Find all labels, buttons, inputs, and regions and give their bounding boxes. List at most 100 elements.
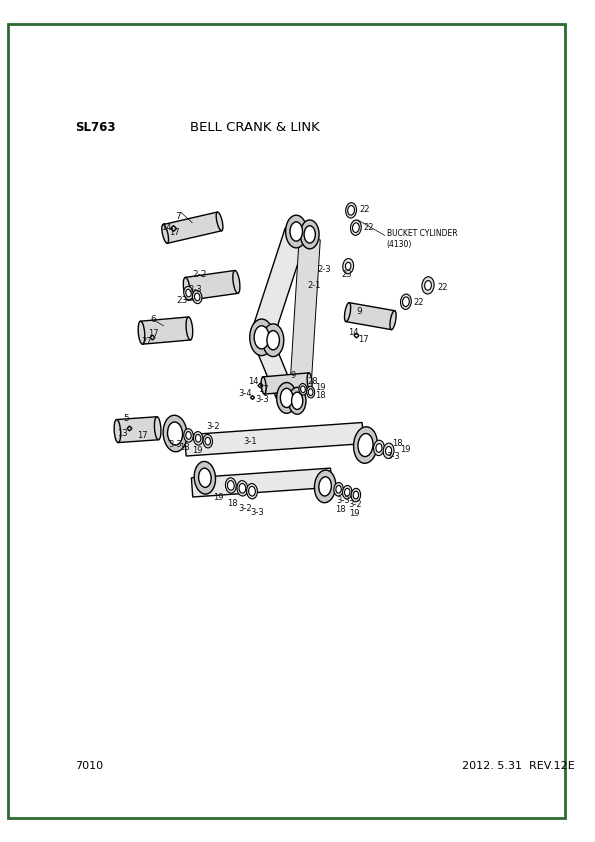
- Ellipse shape: [193, 432, 203, 445]
- Ellipse shape: [402, 297, 409, 306]
- Text: 2012. 5.31  REV.12E: 2012. 5.31 REV.12E: [462, 761, 574, 771]
- Text: 2-1: 2-1: [308, 281, 321, 290]
- Ellipse shape: [306, 386, 315, 398]
- Ellipse shape: [299, 383, 307, 395]
- Ellipse shape: [300, 386, 305, 392]
- Text: 17: 17: [258, 385, 268, 394]
- Ellipse shape: [205, 437, 211, 445]
- Ellipse shape: [203, 434, 212, 448]
- Ellipse shape: [425, 280, 431, 290]
- Ellipse shape: [280, 388, 293, 408]
- Ellipse shape: [353, 427, 377, 463]
- Text: 18: 18: [315, 392, 326, 401]
- Text: 22: 22: [364, 223, 374, 232]
- Polygon shape: [184, 423, 364, 456]
- Text: 17: 17: [148, 329, 159, 338]
- Text: 3-2: 3-2: [239, 504, 252, 513]
- Ellipse shape: [194, 461, 215, 494]
- Ellipse shape: [249, 487, 255, 496]
- Ellipse shape: [400, 294, 411, 309]
- Text: 22: 22: [360, 205, 370, 214]
- Polygon shape: [185, 270, 238, 301]
- Text: 9: 9: [290, 371, 296, 381]
- Ellipse shape: [183, 277, 190, 301]
- Ellipse shape: [383, 443, 394, 459]
- Text: 3-3: 3-3: [250, 508, 264, 517]
- Ellipse shape: [184, 286, 193, 300]
- Ellipse shape: [336, 486, 342, 493]
- Text: 19: 19: [192, 446, 203, 456]
- Polygon shape: [263, 373, 311, 394]
- Ellipse shape: [155, 417, 161, 440]
- Ellipse shape: [262, 324, 284, 356]
- Ellipse shape: [199, 468, 211, 488]
- Text: 23: 23: [342, 270, 352, 280]
- Ellipse shape: [239, 483, 246, 493]
- Text: 3-2: 3-2: [348, 500, 362, 509]
- Text: 3-3: 3-3: [168, 440, 182, 449]
- Polygon shape: [290, 238, 320, 394]
- Ellipse shape: [226, 477, 236, 493]
- Text: 17: 17: [137, 431, 148, 440]
- Ellipse shape: [343, 258, 353, 274]
- Ellipse shape: [376, 444, 382, 452]
- Polygon shape: [250, 228, 307, 341]
- Ellipse shape: [353, 491, 359, 499]
- Ellipse shape: [308, 389, 313, 396]
- Ellipse shape: [345, 302, 350, 322]
- Text: 3-1: 3-1: [243, 437, 257, 445]
- Ellipse shape: [261, 377, 266, 394]
- Ellipse shape: [290, 222, 302, 241]
- Ellipse shape: [237, 481, 248, 496]
- Ellipse shape: [246, 483, 258, 499]
- Text: 14: 14: [248, 377, 259, 386]
- Ellipse shape: [304, 226, 315, 243]
- Ellipse shape: [184, 429, 193, 442]
- Ellipse shape: [195, 293, 200, 301]
- Ellipse shape: [267, 331, 280, 349]
- Ellipse shape: [292, 392, 303, 409]
- Ellipse shape: [346, 263, 351, 270]
- Ellipse shape: [216, 212, 223, 231]
- Text: 13: 13: [117, 429, 128, 438]
- Ellipse shape: [345, 488, 350, 496]
- Text: 3-4: 3-4: [239, 389, 252, 397]
- Ellipse shape: [343, 486, 352, 499]
- Text: 18: 18: [335, 505, 345, 514]
- Text: 18: 18: [227, 499, 237, 509]
- Polygon shape: [346, 302, 394, 329]
- Text: 3-3: 3-3: [255, 396, 268, 404]
- Ellipse shape: [307, 373, 312, 390]
- Ellipse shape: [163, 415, 187, 452]
- Ellipse shape: [195, 434, 201, 442]
- Text: 19: 19: [349, 509, 359, 518]
- Text: 3-3: 3-3: [387, 452, 400, 461]
- Ellipse shape: [347, 205, 355, 216]
- Text: 22: 22: [414, 298, 424, 307]
- Ellipse shape: [162, 225, 168, 243]
- Text: 7010: 7010: [75, 761, 103, 771]
- Text: 22: 22: [438, 283, 448, 292]
- Text: 3-2: 3-2: [207, 423, 220, 431]
- Ellipse shape: [233, 270, 240, 293]
- Ellipse shape: [390, 311, 396, 330]
- Text: 7: 7: [175, 211, 181, 221]
- Ellipse shape: [374, 440, 384, 456]
- Text: 18: 18: [179, 444, 190, 452]
- Ellipse shape: [168, 422, 183, 445]
- Ellipse shape: [351, 488, 361, 502]
- Ellipse shape: [277, 382, 297, 413]
- Ellipse shape: [350, 220, 361, 236]
- Ellipse shape: [358, 434, 373, 456]
- Text: SL763: SL763: [75, 121, 115, 134]
- Text: 19: 19: [400, 445, 411, 455]
- Text: 6: 6: [150, 315, 156, 323]
- Text: 9: 9: [356, 306, 362, 316]
- Text: 14: 14: [161, 223, 171, 232]
- Ellipse shape: [314, 470, 336, 503]
- Ellipse shape: [422, 277, 434, 294]
- Polygon shape: [192, 468, 332, 497]
- Text: 5: 5: [123, 413, 129, 423]
- Text: 19: 19: [214, 493, 224, 503]
- Text: 3-3: 3-3: [337, 496, 350, 505]
